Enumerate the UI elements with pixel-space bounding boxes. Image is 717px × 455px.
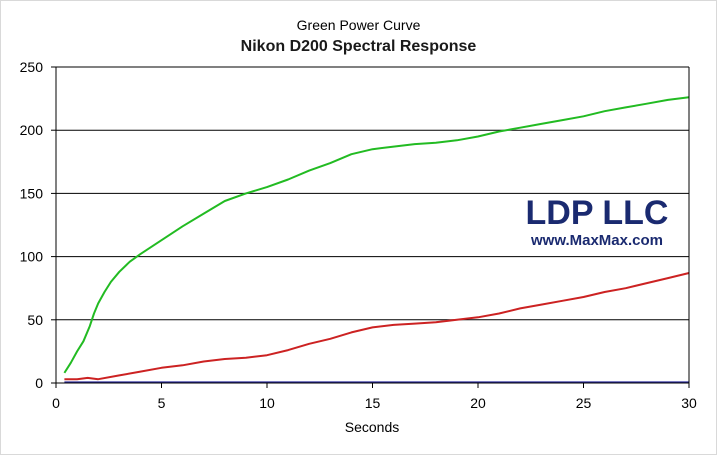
- x-tick-label: 20: [470, 395, 486, 411]
- gridlines: [56, 66, 689, 321]
- tick-labels: 0 50 100 150 200 250 0 5 10 15 20 25 30: [20, 59, 697, 411]
- series-line-2: [64, 272, 690, 381]
- x-axis-label: Seconds: [345, 419, 399, 435]
- y-tick-label: 250: [20, 59, 44, 75]
- y-tick-label: 100: [20, 249, 44, 265]
- watermark-company: LDP LLC: [526, 194, 669, 232]
- x-tick-label: 25: [576, 395, 592, 411]
- y-tick-label: 50: [27, 312, 43, 328]
- x-tick-label: 5: [158, 395, 166, 411]
- watermark-url: www.MaxMax.com: [530, 232, 663, 249]
- y-tick-label: 150: [20, 185, 44, 201]
- x-tick-label: 10: [259, 395, 275, 411]
- axes: [51, 66, 690, 388]
- x-tick-label: 0: [52, 395, 60, 411]
- chart-title: Green Power Curve: [296, 17, 421, 33]
- chart-subtitle: Nikon D200 Spectral Response: [240, 38, 477, 55]
- y-tick-label: 0: [35, 375, 43, 391]
- y-tick-label: 200: [20, 122, 44, 138]
- series-layer: [63, 96, 690, 384]
- x-tick-label: 15: [365, 395, 381, 411]
- x-tick-label: 30: [681, 395, 697, 411]
- series-line-1: [63, 96, 690, 374]
